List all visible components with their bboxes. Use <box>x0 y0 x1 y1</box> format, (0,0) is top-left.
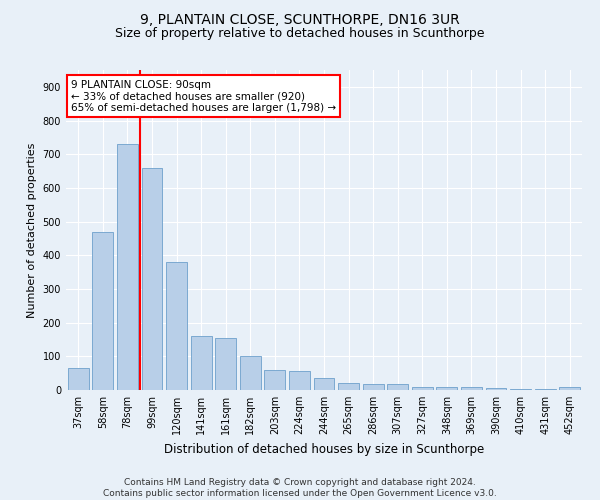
Bar <box>485 388 506 390</box>
Bar <box>362 384 383 390</box>
Bar <box>289 372 310 390</box>
X-axis label: Distribution of detached houses by size in Scunthorpe: Distribution of detached houses by size … <box>164 442 484 456</box>
Bar <box>68 368 89 390</box>
Text: Size of property relative to detached houses in Scunthorpe: Size of property relative to detached ho… <box>115 28 485 40</box>
Text: 9, PLANTAIN CLOSE, SCUNTHORPE, DN16 3UR: 9, PLANTAIN CLOSE, SCUNTHORPE, DN16 3UR <box>140 12 460 26</box>
Text: 9 PLANTAIN CLOSE: 90sqm
← 33% of detached houses are smaller (920)
65% of semi-d: 9 PLANTAIN CLOSE: 90sqm ← 33% of detache… <box>71 80 336 113</box>
Bar <box>142 168 163 390</box>
Bar <box>215 338 236 390</box>
Bar <box>412 386 433 390</box>
Bar <box>117 144 138 390</box>
Y-axis label: Number of detached properties: Number of detached properties <box>27 142 37 318</box>
Text: Contains HM Land Registry data © Crown copyright and database right 2024.
Contai: Contains HM Land Registry data © Crown c… <box>103 478 497 498</box>
Bar <box>240 356 261 390</box>
Bar <box>265 370 286 390</box>
Bar <box>461 388 482 390</box>
Bar <box>510 388 531 390</box>
Bar <box>191 336 212 390</box>
Bar <box>559 388 580 390</box>
Bar <box>387 384 408 390</box>
Bar <box>535 389 556 390</box>
Bar <box>92 232 113 390</box>
Bar <box>166 262 187 390</box>
Bar <box>314 378 334 390</box>
Bar <box>338 384 359 390</box>
Bar <box>436 388 457 390</box>
